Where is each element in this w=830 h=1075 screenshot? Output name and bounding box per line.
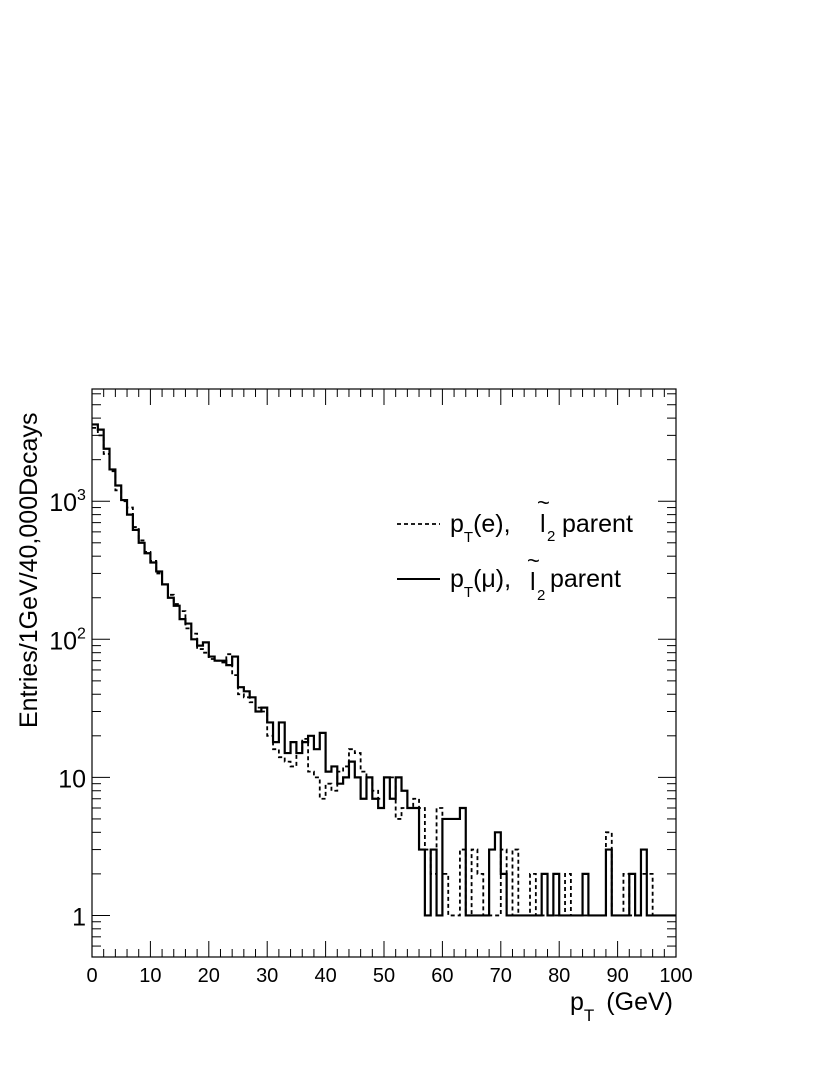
x-tick-label: 20 [198,965,220,987]
y-tick-label: 10 [49,489,77,517]
y-tick-exponent: 2 [77,625,86,642]
legend-label-muon: pT(μ), [450,565,511,601]
x-axis-label: pT (GeV) [570,988,673,1025]
x-axis-label-unit: (GeV) [606,988,673,1016]
legend-tilde-electron: ~ [537,490,550,515]
x-tick-label: 40 [314,965,336,987]
legend-slepton-muon: l [530,568,536,596]
x-tick-labels: 0 10 20 30 40 50 60 70 80 90 100 [86,965,692,987]
y-axis-label: Entries/1GeV/40,000Decays [15,413,43,728]
legend-rest-muon: parent [550,565,621,593]
y-tick-label: 10 [58,765,86,793]
y-tick-label: 1 [72,903,86,931]
legend-slepton-electron: l [540,510,546,538]
legend-tilde-muon: ~ [527,548,540,573]
legend-rest-electron: parent [562,510,633,538]
series-electron-line [92,426,676,917]
series-muon-line [92,423,676,917]
legend: pT(e), ~ l 2 parent pT(μ), ~ l 2 parent [397,490,633,604]
y-tick-exponent: 3 [77,487,86,504]
x-tick-label: 100 [659,965,692,987]
x-tick-label: 30 [256,965,278,987]
x-tick-label: 10 [139,965,161,987]
x-tick-label: 70 [490,965,512,987]
x-tick-label: 80 [548,965,570,987]
series-layer [92,423,676,917]
x-tick-label: 90 [606,965,628,987]
axis-ticks [91,389,677,958]
legend-index-muon: 2 [537,587,545,604]
y-tick-label: 10 [49,627,77,655]
legend-index-electron: 2 [547,528,555,545]
x-tick-label: 0 [86,965,97,987]
legend-label-electron: pT(e), [450,510,511,546]
plot-frame [91,388,677,958]
x-axis-label-sub: T [584,1006,594,1025]
x-axis-label-main: p [570,988,584,1016]
x-tick-label: 50 [373,965,395,987]
x-tick-label: 60 [431,965,453,987]
